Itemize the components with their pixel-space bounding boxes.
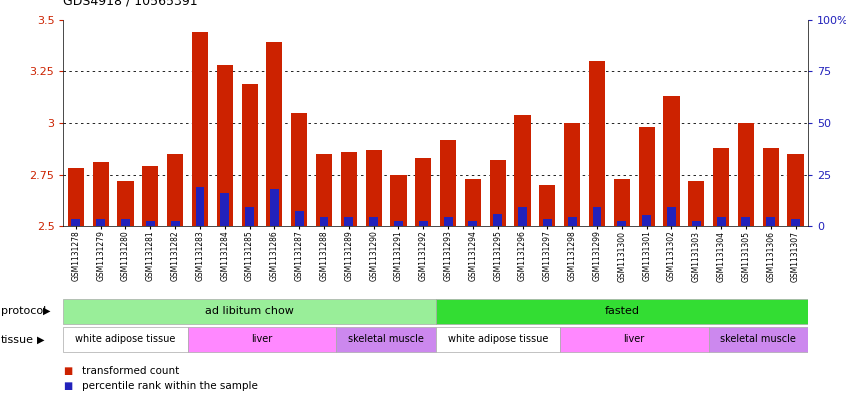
Text: ad libitum chow: ad libitum chow [205, 306, 294, 316]
Bar [791, 219, 800, 226]
Bar [142, 166, 158, 226]
Bar [245, 207, 254, 226]
Bar [291, 113, 307, 226]
Text: skeletal muscle: skeletal muscle [720, 334, 796, 344]
Bar [518, 207, 527, 226]
Bar [560, 327, 709, 352]
Bar [337, 327, 436, 352]
Bar [167, 154, 184, 226]
Text: liver: liver [251, 334, 272, 344]
Bar [241, 84, 258, 226]
Bar [589, 61, 605, 226]
Text: GDS4918 / 10565391: GDS4918 / 10565391 [63, 0, 198, 8]
Bar [92, 162, 109, 226]
Bar [692, 221, 700, 226]
Bar [63, 327, 188, 352]
Bar [618, 221, 626, 226]
Text: ▶: ▶ [43, 306, 50, 316]
Bar [564, 123, 580, 226]
Text: tissue: tissue [1, 334, 34, 345]
Bar [195, 187, 205, 226]
Bar [469, 221, 477, 226]
Bar [344, 217, 354, 226]
Bar [192, 32, 208, 226]
Bar [464, 179, 481, 226]
Bar [639, 127, 655, 226]
Bar [188, 327, 337, 352]
Text: fasted: fasted [604, 306, 640, 316]
Bar [709, 327, 808, 352]
Bar [663, 96, 679, 226]
Text: transformed count: transformed count [82, 366, 179, 376]
Text: liver: liver [624, 334, 645, 344]
Bar [762, 148, 779, 226]
Bar [592, 207, 602, 226]
Bar [667, 207, 676, 226]
Bar [341, 152, 357, 226]
Bar [738, 123, 754, 226]
Bar [419, 221, 428, 226]
Bar [788, 154, 804, 226]
Bar [415, 158, 431, 226]
Bar [171, 221, 179, 226]
Bar [390, 174, 407, 226]
Text: protocol: protocol [1, 306, 46, 316]
Bar [436, 299, 808, 324]
Bar [146, 221, 155, 226]
Bar [613, 179, 630, 226]
Bar [217, 65, 233, 226]
Bar [713, 148, 729, 226]
Bar [294, 211, 304, 226]
Bar [96, 219, 105, 226]
Bar [741, 217, 750, 226]
Bar [688, 181, 705, 226]
Bar [68, 169, 84, 226]
Bar [270, 189, 279, 226]
Bar [266, 42, 283, 226]
Text: white adipose tissue: white adipose tissue [448, 334, 548, 344]
Text: ▶: ▶ [37, 334, 44, 345]
Bar [394, 221, 403, 226]
Text: white adipose tissue: white adipose tissue [75, 334, 176, 344]
Bar [440, 140, 456, 226]
Bar [514, 115, 530, 226]
Bar [121, 219, 130, 226]
Bar [71, 219, 80, 226]
Bar [320, 217, 328, 226]
Bar [493, 214, 503, 226]
Text: ■: ■ [63, 381, 73, 391]
Bar [63, 299, 436, 324]
Bar [642, 215, 651, 226]
Bar [365, 150, 382, 226]
Bar [568, 217, 577, 226]
Bar [118, 181, 134, 226]
Bar [443, 217, 453, 226]
Bar [316, 154, 332, 226]
Text: ■: ■ [63, 366, 73, 376]
Text: skeletal muscle: skeletal muscle [348, 334, 424, 344]
Bar [539, 185, 556, 226]
Bar [220, 193, 229, 226]
Bar [490, 160, 506, 226]
Bar [436, 327, 560, 352]
Text: percentile rank within the sample: percentile rank within the sample [82, 381, 258, 391]
Bar [369, 217, 378, 226]
Bar [766, 217, 775, 226]
Bar [717, 217, 726, 226]
Bar [543, 219, 552, 226]
